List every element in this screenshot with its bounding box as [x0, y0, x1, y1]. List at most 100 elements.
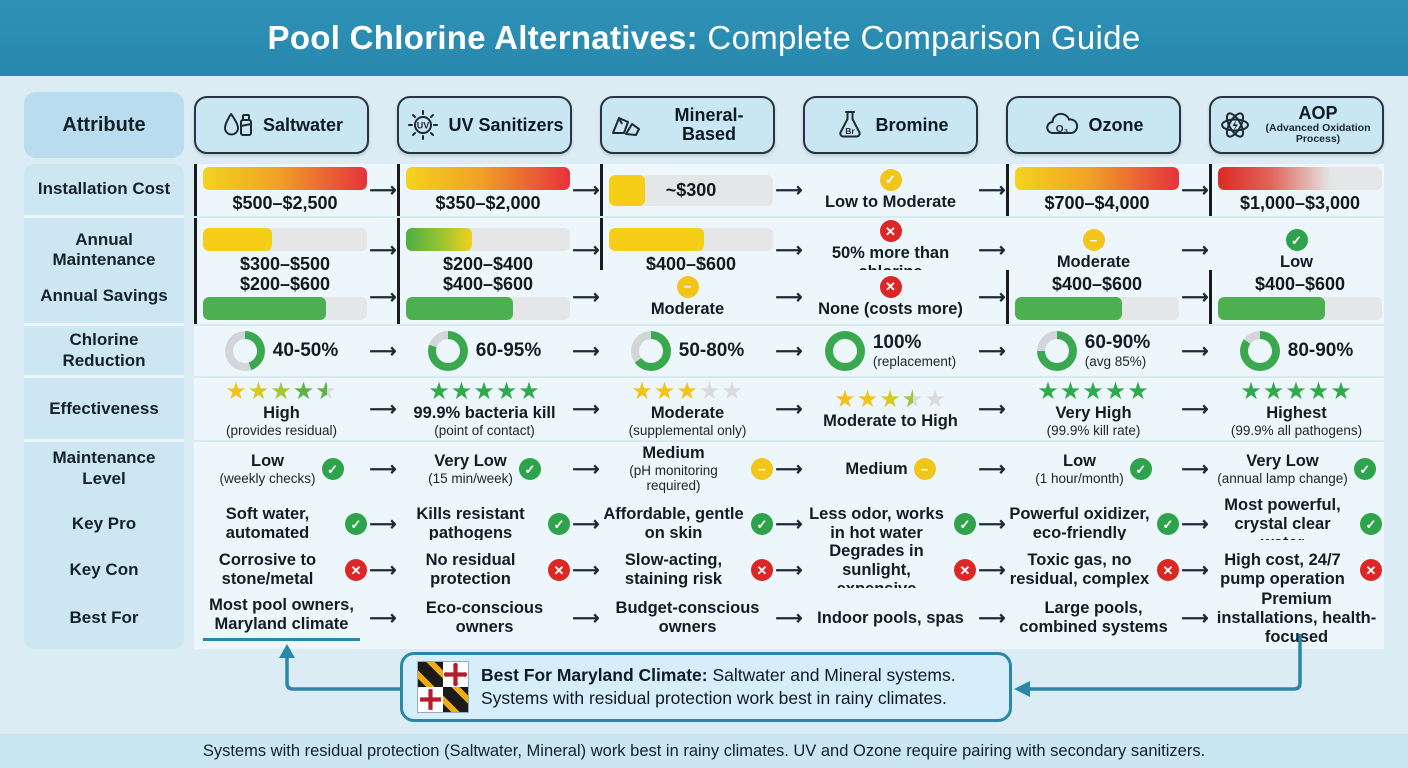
cell-value: Low to Moderate — [824, 192, 957, 211]
savings-bar — [406, 297, 570, 321]
cell-reduction-saltwater: 40-50% — [194, 326, 369, 376]
cell-savings-aop: $400–$600 — [1209, 270, 1384, 324]
bar-value: $400–$600 — [1254, 273, 1346, 294]
cell-con-uv: No residual protection ✕ — [397, 540, 572, 601]
table-row-key-pro: Key Pro Soft water, automated ✓ ⟶ Kills r… — [24, 494, 1384, 557]
x-badge-icon: ✕ — [954, 559, 976, 582]
cell-sub: (1 hour/month) — [1035, 470, 1124, 486]
page-title-rest: Complete Comparison Guide — [697, 19, 1141, 56]
cost-bar: ~$300 — [609, 174, 773, 206]
cell-installation-mineral: ~$300 — [600, 164, 775, 216]
cell-sub: (pH monitoring required) — [629, 462, 718, 494]
page-title: Pool Chlorine Alternatives: Complete Com… — [268, 19, 1141, 57]
cell-value: Less odor, works in hot water — [809, 505, 944, 543]
bar-value: $400–$600 — [1051, 273, 1143, 294]
star-rating: ★★★★★★ — [834, 385, 947, 413]
cell-sub: (avg 85%) — [1084, 354, 1147, 370]
arrow-icon: ⟶ — [775, 240, 803, 262]
cell-reduction-bromine: 100% (replacement) — [803, 326, 978, 376]
bar-value: $700–$4,000 — [1044, 192, 1150, 213]
svg-text:UV: UV — [417, 121, 430, 131]
uv-icon: UV — [408, 110, 439, 140]
callout-bold: Best For Maryland Climate: — [481, 665, 708, 686]
arrow-icon: ⟶ — [978, 607, 1006, 629]
cost-bar — [1015, 166, 1179, 190]
table-row-annual-savings: Annual Savings $200–$600 ⟶ $400–$600 ⟶ −… — [24, 270, 1384, 326]
cell-effectiveness-uv: ★★★★★ 99.9% bacteria kill (point of cont… — [397, 378, 572, 440]
minus-badge-icon: − — [676, 275, 699, 298]
cell-value: Soft water, automated — [225, 505, 310, 543]
check-badge-icon: ✓ — [1129, 458, 1152, 480]
cell-con-saltwater: Corrosive to stone/metal ✕ — [194, 540, 369, 601]
star-rating: ★★★★★ — [1240, 380, 1353, 404]
half-star-icon: ★★ — [901, 385, 925, 413]
cell-value: Budget-conscious owners — [615, 599, 760, 637]
cell-value: Very High — [1055, 404, 1132, 422]
star-icon: ★ — [1104, 378, 1128, 405]
check-badge-icon: ✓ — [548, 513, 570, 536]
arrow-icon: ⟶ — [572, 179, 600, 201]
cell-installation-saltwater: $500–$2,500 — [194, 164, 369, 216]
cell-savings-mineral: − Moderate — [600, 270, 775, 324]
row-label: Maintenance Level — [24, 442, 184, 498]
arrow-icon: ⟶ — [1181, 179, 1209, 201]
star-icon: ★ — [676, 378, 699, 405]
cell-value: 80-90% — [1287, 340, 1354, 362]
star-rating: ★★★★★ — [428, 380, 541, 404]
cell-mlevel-ozone: Low (1 hour/month) ✓ — [1006, 442, 1181, 496]
arrow-icon: ⟶ — [775, 179, 803, 201]
arrow-icon: ⟶ — [775, 559, 803, 581]
minus-badge-icon: − — [751, 458, 773, 480]
x-badge-icon: ✕ — [879, 220, 902, 242]
cell-reduction-ozone: 60-90% (avg 85%) — [1006, 326, 1181, 376]
column-header-uv: UV UV Sanitizers — [397, 96, 572, 154]
arrow-icon: ⟶ — [572, 607, 600, 629]
cell-sub: (replacement) — [872, 354, 957, 370]
arrow-icon: ⟶ — [978, 179, 1006, 201]
cell-value: Large pools, combined systems — [1019, 599, 1168, 637]
savings-bar — [1015, 297, 1179, 321]
cell-installation-ozone: $700–$4,000 — [1006, 164, 1181, 216]
star-icon: ★ — [834, 385, 857, 413]
table-row-key-con: Key Con Corrosive to stone/metal ✕ ⟶ No r… — [24, 540, 1384, 603]
star-icon: ★ — [473, 378, 496, 405]
bar-value: $400–$600 — [442, 273, 534, 294]
cell-mlevel-saltwater: Low (weekly checks) ✓ — [194, 442, 369, 496]
star-icon: ★ — [270, 378, 293, 405]
cost-bar — [1218, 166, 1382, 190]
footer-text: Systems with residual protection (Saltwa… — [202, 741, 1206, 760]
x-badge-icon: ✕ — [345, 559, 367, 582]
star-icon: ★ — [698, 378, 722, 405]
arrow-icon: ⟶ — [572, 559, 600, 581]
column-label: Bromine — [875, 114, 949, 135]
column-header-aop: AOP (Advanced Oxidation Process) — [1209, 96, 1384, 154]
cell-value: Moderate — [1056, 253, 1131, 272]
star-icon: ★ — [495, 378, 519, 405]
cell-value: 99.9% bacteria kill — [413, 404, 556, 422]
check-badge-icon: ✓ — [879, 168, 902, 191]
row-label: Effectiveness — [24, 378, 184, 443]
cell-value: Kills resistant pathogens — [416, 505, 525, 543]
arrow-icon: ⟶ — [1181, 559, 1209, 581]
cell-maintenance-aop: ✓ Low — [1209, 218, 1384, 284]
cell-con-aop: High cost, 24/7 pump operation ✕ — [1209, 540, 1384, 601]
check-badge-icon: ✓ — [1353, 458, 1376, 480]
cell-value: High — [263, 404, 300, 422]
check-badge-icon: ✓ — [1285, 229, 1308, 252]
star-icon: ★ — [1262, 378, 1286, 405]
cell-effectiveness-bromine: ★★★★★★ Moderate to High — [803, 378, 978, 440]
maryland-flag-icon — [417, 661, 469, 713]
x-badge-icon: ✕ — [1360, 559, 1382, 582]
arrow-icon: ⟶ — [775, 607, 803, 629]
star-icon: ★ — [631, 378, 654, 405]
star-icon: ★ — [450, 378, 474, 405]
cell-installation-uv: $350–$2,000 — [397, 164, 572, 216]
bromine-icon: Br — [839, 111, 862, 138]
star-icon: ★ — [1285, 378, 1308, 405]
arrow-icon: ⟶ — [1181, 607, 1209, 629]
table-row-chlorine-reduction: Chlorine Reduction 40-50% ⟶ 60-95% ⟶ 50-… — [24, 326, 1384, 378]
star-icon: ★ — [1307, 378, 1331, 405]
bottom-section: Best For Maryland Climate: Saltwater and… — [0, 634, 1408, 734]
cell-value: High cost, 24/7 pump operation — [1220, 551, 1345, 589]
table-row-maintenance-level: Maintenance Level Low (weekly checks) ✓ ⟶… — [24, 442, 1384, 498]
